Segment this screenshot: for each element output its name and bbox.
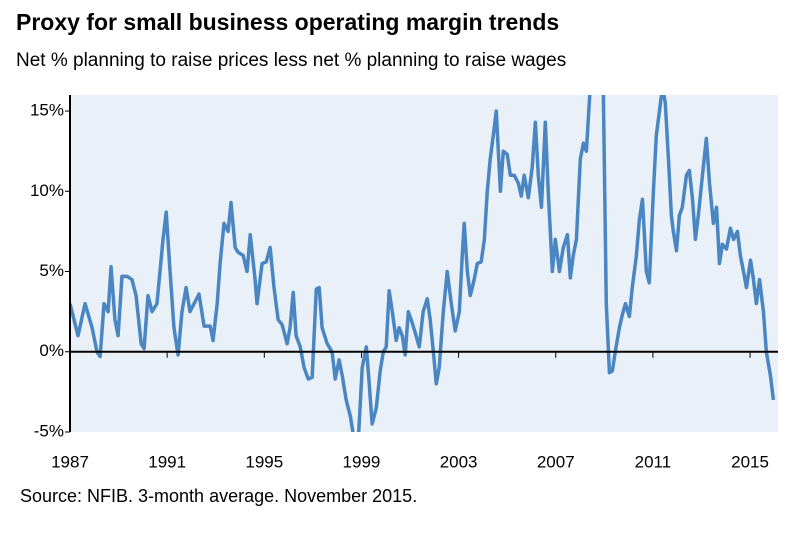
- y-tick-label: 10%: [30, 181, 64, 200]
- x-tick-label: 1999: [343, 452, 381, 471]
- x-tick-label: 2015: [731, 452, 769, 471]
- x-tick-label: 1991: [148, 452, 186, 471]
- x-tick-label: 2003: [440, 452, 478, 471]
- plot-background: [70, 95, 778, 432]
- chart-subtitle: Net % planning to raise prices less net …: [16, 50, 566, 71]
- x-tick-label: 1987: [51, 452, 89, 471]
- data-line: [70, 95, 776, 432]
- y-tick-label: 5%: [39, 261, 64, 280]
- chart-title: Proxy for small business operating margi…: [16, 9, 559, 35]
- x-tick-label: 1995: [245, 452, 283, 471]
- source-note: Source: NFIB. 3-month average. November …: [20, 486, 417, 506]
- y-tick-label: 0%: [39, 341, 64, 360]
- x-tick-label: 2007: [537, 452, 575, 471]
- y-tick-label: 15%: [30, 101, 64, 120]
- y-tick-label: -5%: [34, 421, 64, 440]
- line-group: [70, 95, 776, 432]
- x-tick-label: 2011: [635, 452, 672, 471]
